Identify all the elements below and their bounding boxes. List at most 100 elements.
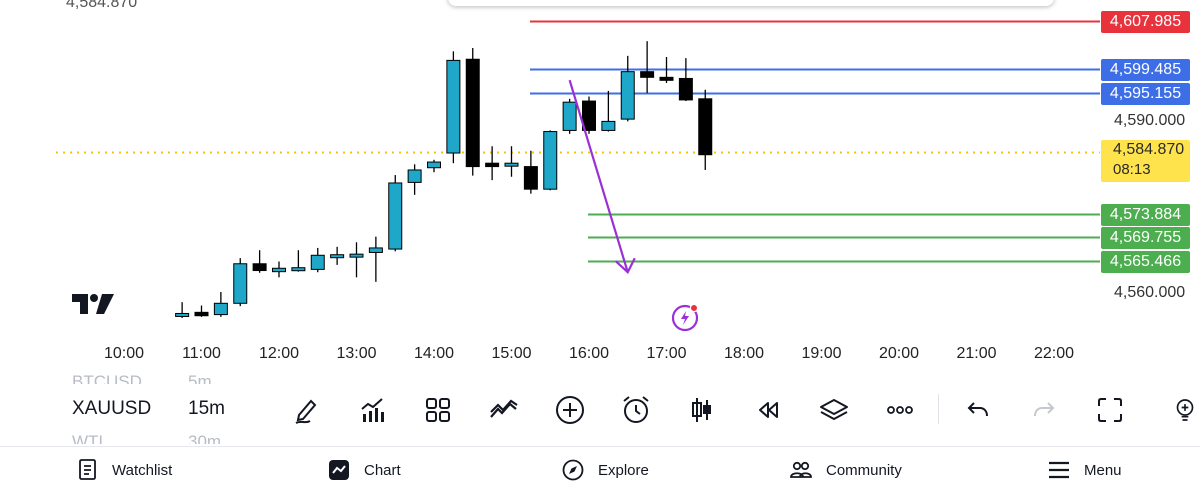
candle-body	[233, 263, 248, 304]
candle-countdown: 08:13	[1113, 161, 1151, 178]
line-price-tag: 4,565.466	[1101, 250, 1190, 273]
nav-explore-label: Explore	[598, 461, 649, 479]
nav-menu-label: Menu	[1084, 461, 1122, 479]
time-axis-label: 11:00	[182, 345, 221, 362]
undo-icon	[967, 402, 988, 417]
alarm-icon	[623, 396, 649, 423]
time-axis-label: 22:00	[1033, 345, 1075, 362]
candle-body	[678, 77, 693, 101]
timeframe-selector[interactable]: 15m	[188, 398, 225, 419]
chart-canvas[interactable]	[0, 0, 1200, 372]
ideas-button[interactable]	[1170, 392, 1200, 428]
add-icon	[556, 396, 584, 424]
watchlist-icon	[79, 459, 96, 480]
object-tree-button[interactable]	[816, 392, 852, 428]
time-axis-label: 12:00	[258, 345, 300, 362]
current-price-tag: 4,584.870 08:13	[1101, 140, 1190, 182]
more-button[interactable]	[882, 392, 918, 428]
compare-icon	[490, 399, 518, 418]
time-axis-label: 13:00	[336, 345, 377, 362]
candle-body	[620, 71, 635, 120]
indicators-button[interactable]	[354, 392, 390, 428]
line-price-tag: 4,595.155	[1101, 82, 1190, 105]
chart-area[interactable]: 4,584.870 4,590.000 4,560.000 4,607.985 …	[0, 0, 1200, 372]
layout-button[interactable]	[420, 392, 456, 428]
fullscreen-icon	[1098, 398, 1122, 422]
nav-watchlist-label: Watchlist	[112, 461, 173, 479]
trend-arrow	[568, 79, 629, 273]
redo-button[interactable]	[1026, 392, 1062, 428]
drawing-tools-button[interactable]	[288, 392, 324, 428]
line-price-tag: 4,569.755	[1101, 226, 1190, 249]
candle-body	[407, 169, 422, 183]
indicators-icon	[361, 398, 384, 422]
price-axis-label: 4,590.000	[1114, 112, 1186, 129]
candle-body	[562, 101, 577, 131]
compare-button[interactable]	[486, 392, 522, 428]
community-icon	[790, 461, 812, 478]
replay-icon	[759, 402, 778, 418]
watchlist-timeframe-prev[interactable]: 5m	[188, 372, 212, 384]
symbol-selector[interactable]: XAUUSD	[72, 398, 152, 419]
nav-watchlist[interactable]: Watchlist	[78, 452, 172, 488]
time-axis-label: 18:00	[723, 345, 765, 362]
candle-body	[640, 71, 655, 78]
candle-body	[252, 263, 267, 272]
flash-icon[interactable]	[670, 302, 700, 332]
fullscreen-button[interactable]	[1092, 392, 1128, 428]
time-axis-label: 19:00	[801, 345, 842, 362]
candle-body	[504, 162, 519, 167]
time-axis-label: 16:00	[568, 345, 610, 362]
nav-chart-label: Chart	[364, 461, 401, 479]
alert-button[interactable]	[618, 392, 654, 428]
candle-body	[349, 253, 364, 258]
candle-body	[698, 98, 713, 156]
candle-body	[485, 162, 500, 168]
time-axis-label: 10:00	[103, 345, 145, 362]
undo-button[interactable]	[960, 392, 996, 428]
hamburger-icon	[1049, 461, 1069, 479]
add-button[interactable]	[552, 392, 588, 428]
line-price-tag: 4,607.985	[1101, 10, 1190, 33]
watchlist-timeframe-next[interactable]: 30m	[188, 432, 222, 444]
chart-toolbar	[0, 372, 1200, 446]
line-price-tag: 4,599.485	[1101, 58, 1190, 81]
candle-body	[291, 267, 306, 272]
nav-menu[interactable]: Menu	[1048, 452, 1122, 488]
redo-icon	[1034, 402, 1055, 417]
price-axis-label: 4,560.000	[1114, 284, 1186, 301]
watchlist-symbol-prev[interactable]: BTCUSD	[72, 372, 142, 384]
candle-body	[427, 161, 441, 169]
replay-button[interactable]	[750, 392, 786, 428]
time-axis-label: 14:00	[413, 345, 455, 362]
candle-body	[194, 311, 209, 317]
line-price-tag: 4,573.884	[1101, 203, 1190, 226]
candle-body	[465, 58, 480, 168]
candle-body	[213, 302, 228, 316]
grid-icon	[426, 398, 450, 422]
candle-body	[601, 120, 616, 131]
toolbar-divider	[938, 394, 939, 424]
candle-body	[446, 59, 461, 154]
candle-body	[330, 254, 345, 259]
pen-icon	[295, 399, 317, 424]
candle-body	[272, 267, 286, 273]
nav-community[interactable]: Community	[790, 452, 902, 488]
time-axis-label: 20:00	[878, 345, 920, 362]
current-price: 4,584.870	[1113, 141, 1185, 158]
nav-chart[interactable]: Chart	[328, 452, 401, 488]
candle-body	[659, 76, 674, 81]
chart-icon	[329, 460, 349, 480]
trend-arrow-head	[615, 257, 636, 275]
bottom-navigation	[0, 446, 1200, 496]
top-popup	[448, 0, 1054, 6]
candle-body	[582, 100, 596, 131]
candle-body	[175, 312, 190, 317]
layers-icon	[820, 399, 848, 420]
header-price: 4,584.870	[66, 0, 138, 11]
time-axis-label: 15:00	[491, 345, 532, 362]
chart-type-button[interactable]	[684, 392, 720, 428]
nav-explore[interactable]: Explore	[562, 452, 649, 488]
tradingview-logo-icon	[72, 294, 114, 314]
watchlist-symbol-next[interactable]: WTI	[72, 432, 104, 444]
